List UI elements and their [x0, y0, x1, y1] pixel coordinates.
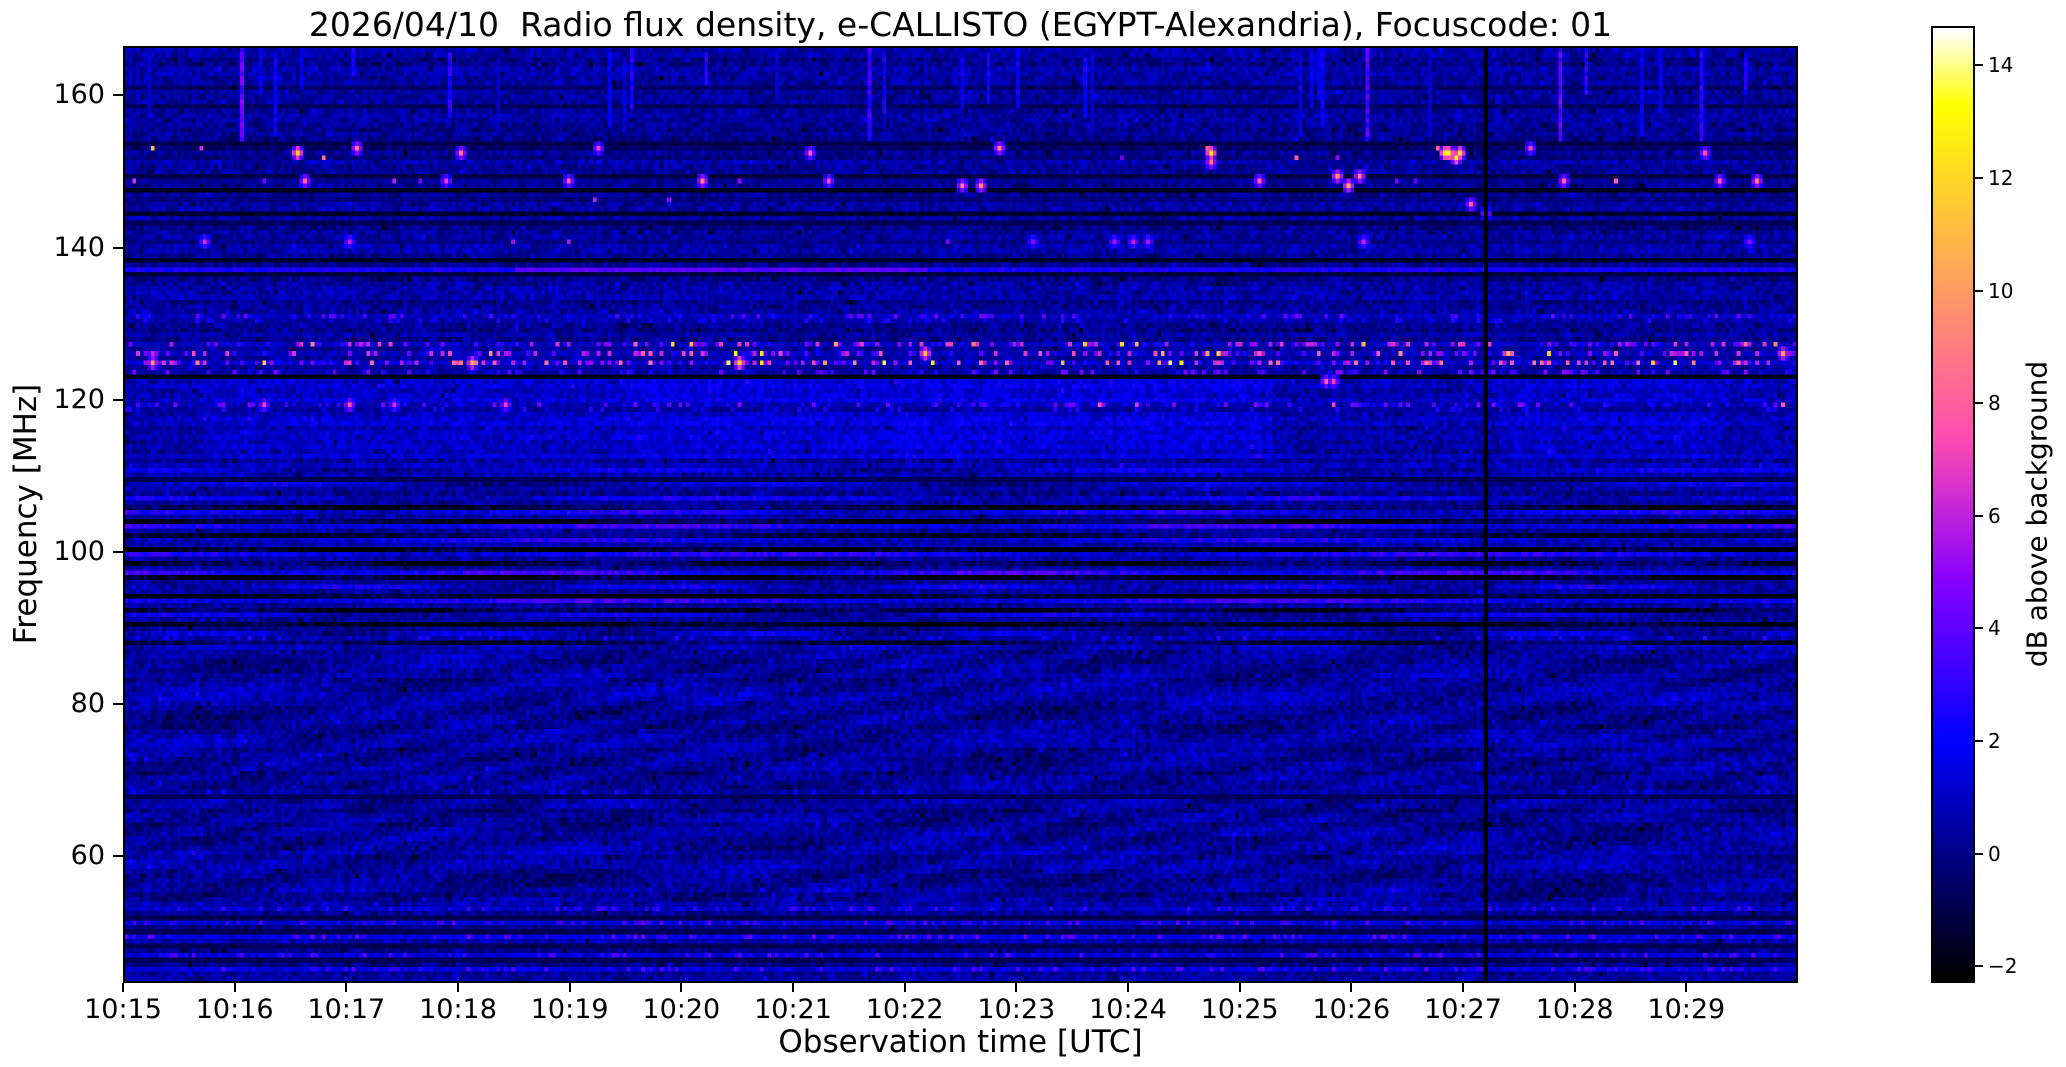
x-tick-mark: [1462, 983, 1464, 992]
colorbar-tick-label: 4: [1988, 616, 2001, 641]
colorbar-tick-mark: [1975, 514, 1983, 517]
x-tick-mark: [345, 983, 348, 992]
colorbar-tick-label: 14: [1988, 53, 2014, 78]
x-tick-label: 10:17: [307, 994, 386, 1025]
colorbar-tick-label: 2: [1988, 728, 2001, 753]
x-tick-mark: [1238, 983, 1241, 992]
y-tick-label: 140: [53, 231, 105, 263]
x-tick-mark: [568, 983, 571, 992]
y-axis-label: Frequency [MHz]: [8, 383, 44, 645]
x-tick-label: 10:29: [1647, 994, 1726, 1025]
colorbar-tick-mark: [1975, 627, 1983, 630]
x-tick-label: 10:20: [642, 994, 721, 1025]
x-tick-mark: [1573, 983, 1576, 992]
y-tick-mark: [113, 94, 123, 97]
x-tick-mark: [1015, 983, 1018, 992]
y-tick-mark: [113, 550, 123, 553]
plot-area: [123, 46, 1798, 983]
x-tick-label: 10:19: [530, 994, 609, 1025]
x-tick-label: 10:16: [195, 994, 274, 1025]
x-tick-label: 10:15: [84, 994, 162, 1025]
y-tick-label: 60: [70, 839, 105, 871]
x-axis-label: Observation time [UTC]: [778, 1024, 1143, 1060]
x-tick-label: 10:22: [865, 994, 944, 1025]
x-tick-label: 10:25: [1200, 994, 1279, 1025]
colorbar-tick-mark: [1975, 64, 1983, 67]
y-tick-mark: [113, 854, 123, 857]
colorbar-label: dB above background: [2020, 360, 2054, 668]
colorbar-tick-label: 10: [1988, 278, 2014, 303]
x-tick-label: 10:24: [1089, 994, 1167, 1025]
colorbar-tick-label: −2: [1988, 954, 2018, 979]
colorbar-tick-mark: [1975, 289, 1983, 292]
x-tick-mark: [233, 983, 236, 992]
x-tick-label: 10:26: [1312, 994, 1391, 1025]
colorbar-tick-mark: [1975, 176, 1983, 179]
x-tick-mark: [122, 983, 124, 992]
y-tick-mark: [113, 246, 123, 249]
x-tick-mark: [1127, 983, 1129, 992]
x-tick-label: 10:28: [1535, 994, 1614, 1025]
colorbar: [1931, 26, 1975, 983]
chart-title: 2026/04/10 Radio flux density, e-CALLIST…: [308, 5, 1613, 44]
x-tick-mark: [792, 983, 794, 992]
x-tick-label: 10:23: [977, 994, 1056, 1025]
y-tick-label: 160: [53, 79, 105, 111]
colorbar-tick-mark: [1975, 852, 1983, 855]
y-tick-mark: [113, 702, 123, 705]
colorbar-tick-mark: [1975, 739, 1983, 742]
y-tick-label: 80: [70, 687, 105, 719]
x-tick-mark: [680, 983, 683, 992]
colorbar-tick-label: 0: [1988, 841, 2001, 866]
x-tick-mark: [903, 983, 906, 992]
x-tick-label: 10:27: [1424, 994, 1502, 1025]
x-tick-mark: [1350, 983, 1353, 992]
colorbar-tick-label: 12: [1988, 165, 2014, 190]
colorbar-tick-label: 6: [1988, 503, 2001, 528]
x-tick-label: 10:21: [754, 994, 832, 1025]
x-tick-label: 10:18: [419, 994, 497, 1025]
colorbar-canvas: [1933, 28, 1973, 981]
colorbar-tick-label: 8: [1988, 391, 2001, 416]
x-tick-mark: [1685, 983, 1688, 992]
colorbar-tick-mark: [1975, 965, 1983, 968]
spectrogram-canvas: [125, 48, 1796, 981]
colorbar-tick-mark: [1975, 402, 1983, 405]
x-tick-mark: [457, 983, 459, 992]
y-tick-mark: [113, 398, 123, 401]
